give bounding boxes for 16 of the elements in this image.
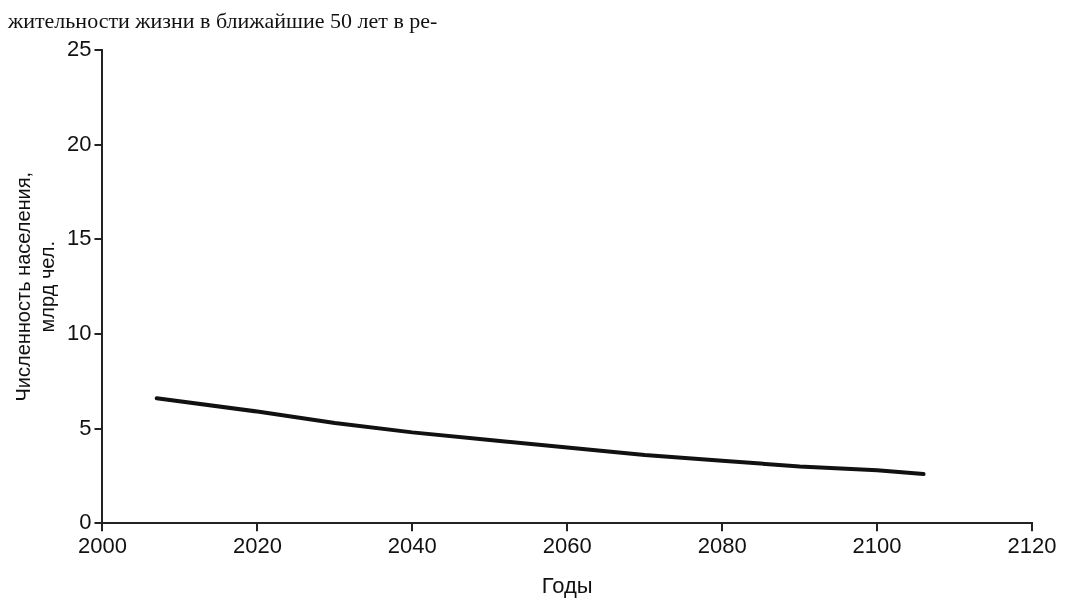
- text: жительности жизни в ближайшие 50 лет в ре-: [8, 8, 439, 34]
- x-tick-label: 2100: [852, 533, 902, 559]
- x-tick-label: 2060: [542, 533, 592, 559]
- x-tick-label: 2000: [77, 533, 127, 559]
- y-tick-label: 15: [66, 225, 92, 251]
- y-tick-label: 5: [79, 414, 92, 440]
- x-tick-label: 2120: [1007, 533, 1057, 559]
- y-tick-label: 25: [66, 36, 92, 62]
- x-tick-label: 2040: [387, 533, 437, 559]
- x-tick-label: 2020: [232, 533, 282, 559]
- x-tick-label: 2080: [697, 533, 747, 559]
- y-tick-label: 20: [66, 130, 92, 156]
- y-tick-label: 0: [79, 509, 92, 535]
- x-axis-title: Годы: [541, 572, 593, 598]
- y-axis-title: Численность населения, млрд чел.: [11, 171, 58, 402]
- y-tick-label: 10: [66, 320, 92, 346]
